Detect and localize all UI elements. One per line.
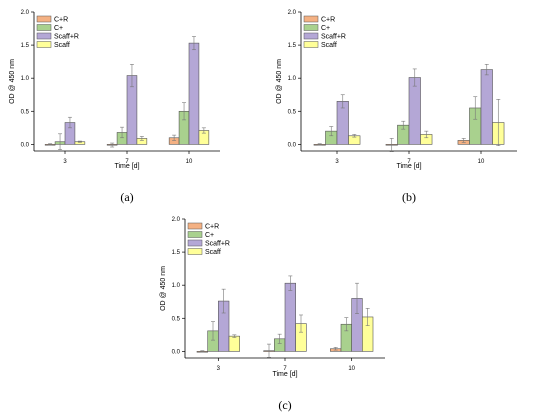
bar-scaff-r-10: [188, 42, 200, 145]
legend-label: Scaff: [321, 42, 337, 49]
legend-label: C+R: [54, 17, 68, 24]
legend-swatch: [36, 15, 52, 23]
x-tick-label: 3: [63, 159, 67, 165]
panel-caption: (a): [120, 190, 133, 204]
y-tick-label: 1.5: [288, 43, 297, 49]
y-tick-label: 2.0: [21, 10, 30, 16]
x-tick-label: 7: [407, 159, 411, 165]
chart-panel-1: 0.0 0.5 1.0 1.5 2.0 OD @ 450 nm 3 7 10 Time [d] C+…: [9, 10, 220, 204]
bar-scaff-3: [228, 335, 240, 352]
legend-label: C+: [205, 232, 214, 239]
legend-label: Scaff: [54, 42, 70, 49]
y-tick-label: 1.0: [172, 283, 181, 289]
legend-swatch: [36, 24, 52, 31]
y-tick-label: 2.0: [172, 217, 181, 223]
y-axis-title: OD @ 450 nm: [160, 266, 167, 311]
legend-label: Scaff+R: [205, 241, 230, 248]
legend-swatch: [303, 15, 319, 23]
y-tick-label: 0.5: [172, 316, 181, 322]
y-tick-label: 1.0: [21, 76, 30, 82]
legend-swatch: [36, 32, 52, 40]
y-tick-label: 1.5: [21, 43, 30, 49]
legend-label: C+: [321, 25, 330, 32]
legend-swatch: [36, 41, 52, 48]
chart-panel-2: 0.0 0.5 1.0 1.5 2.0 OD @ 450 nm 3 7 10 Time [d] C+…: [276, 10, 517, 204]
legend-label: Scaff+R: [321, 34, 346, 41]
x-tick-label: 10: [478, 159, 485, 165]
y-axis-title: OD @ 450 nm: [276, 59, 283, 104]
x-axis-title: Time [d]: [114, 163, 139, 170]
x-tick-label: 7: [283, 366, 287, 372]
x-tick-label: 10: [348, 366, 355, 372]
bar-scaff-r-10: [480, 69, 493, 145]
x-tick-label: 7: [125, 159, 129, 165]
y-tick-label: 1.0: [288, 76, 297, 82]
legend-swatch: [303, 41, 319, 48]
y-tick-label: 0.5: [21, 109, 30, 115]
legend-label: C+R: [321, 17, 335, 24]
legend-swatch: [187, 248, 203, 255]
x-axis-title: Time [d]: [272, 371, 297, 378]
legend-swatch: [187, 231, 203, 238]
legend-label: C+: [54, 25, 63, 32]
legend-swatch: [303, 32, 319, 40]
y-axis-title: OD @ 450 nm: [9, 59, 16, 104]
legend-label: Scaff+R: [54, 34, 79, 41]
legend-label: C+R: [205, 224, 219, 231]
chart-panel-3: 0.0 0.5 1.0 1.5 2.0 OD @ 450 nm 3 7 10 Time [d] C+…: [160, 217, 385, 412]
x-tick-label: 3: [335, 159, 339, 165]
panel-caption: (b): [402, 190, 416, 204]
legend-label: Scaff: [205, 249, 221, 256]
y-tick-label: 0.5: [288, 109, 297, 115]
bar-scaff-r-7: [408, 77, 421, 145]
y-tick-label: 0.0: [288, 142, 297, 148]
legend-swatch: [187, 239, 203, 247]
y-tick-label: 0.0: [21, 142, 30, 148]
legend-swatch: [303, 24, 319, 31]
y-tick-label: 1.5: [172, 250, 181, 256]
y-tick-label: 0.0: [172, 349, 181, 355]
panel-caption: (c): [278, 398, 291, 412]
bar-scaff-r-7: [284, 282, 296, 352]
y-tick-label: 2.0: [288, 10, 297, 16]
x-axis-title: Time [d]: [396, 163, 421, 170]
x-tick-label: 3: [217, 366, 221, 372]
x-tick-label: 10: [186, 159, 193, 165]
legend-swatch: [187, 222, 203, 230]
